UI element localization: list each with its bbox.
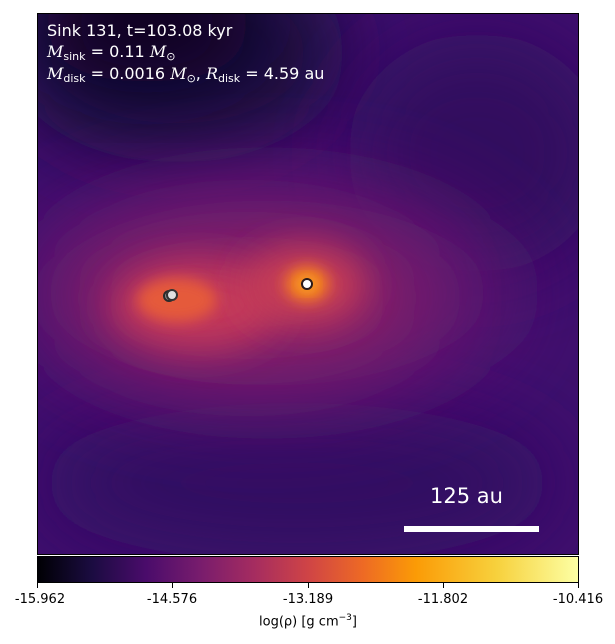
colorbar-tick-label: -10.416 <box>552 592 604 607</box>
colorbar-tick-label: -13.189 <box>282 592 334 607</box>
density-heatmap <box>37 13 579 555</box>
colorbar-tick <box>443 583 444 588</box>
scale-bar <box>404 526 539 532</box>
disk-props-label: Mdisk = 0.0016 M⊙, Rdisk = 4.59 au <box>47 64 325 85</box>
colorbar-tick <box>308 583 309 588</box>
colorbar <box>37 556 579 583</box>
density-map <box>37 13 579 555</box>
sink-title: Sink 131, t=103.08 kyr <box>47 21 233 40</box>
colorbar-tick-label: -15.962 <box>14 592 66 607</box>
void-region <box>37 13 257 83</box>
colorbar-title: log(ρ) [g cm−3] <box>259 613 357 630</box>
colorbar-tick <box>172 583 173 588</box>
sink-mass-label: Msink = 0.11 M⊙ <box>47 42 176 63</box>
colorbar-tick <box>37 583 38 588</box>
colorbar-tick-label: -14.576 <box>146 592 198 607</box>
primary-sink-marker <box>301 278 313 290</box>
colorbar-tick-label: -11.802 <box>417 592 469 607</box>
companion-sink-marker <box>166 289 178 301</box>
scale-bar-label: 125 au <box>430 484 503 508</box>
colorbar-tick <box>578 583 579 588</box>
